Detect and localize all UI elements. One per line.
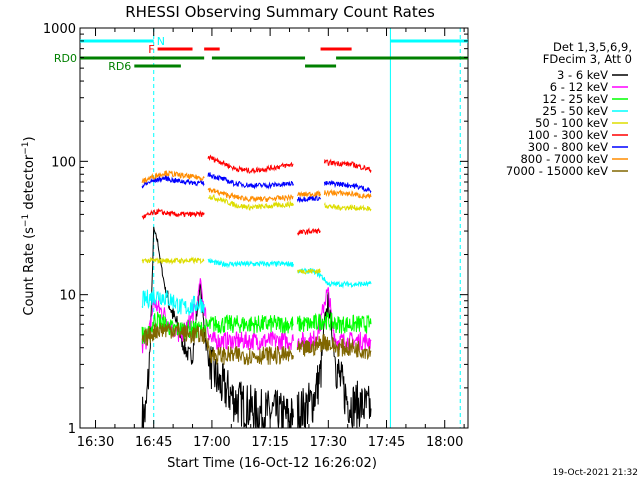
legend: Det 1,3,5,6,9,FDecim 3, Att 0 3 - 6 keV6 … xyxy=(506,40,632,178)
y-tick-label-1: 1 xyxy=(68,422,76,437)
series-6-trace-4 xyxy=(323,158,372,173)
x-tick-label-4: 17:15 xyxy=(251,435,288,450)
series-7 xyxy=(141,172,372,204)
legend-label-1: 3 - 6 keV xyxy=(557,68,608,82)
legend-label-7: 300 - 800 keV xyxy=(528,140,608,154)
chart-title: RHESSI Observing Summary Count Rates xyxy=(125,3,435,21)
series-6-trace-2 xyxy=(207,154,294,175)
series-7-trace-3 xyxy=(296,194,322,204)
series-8-trace-2 xyxy=(207,187,294,203)
series-8 xyxy=(141,170,372,203)
y-tick-label-3: 100 xyxy=(51,155,76,170)
state-label-n: N xyxy=(157,35,165,48)
series-4 xyxy=(141,257,372,316)
series-5-trace-4 xyxy=(323,201,372,212)
y-tick-label-2: 10 xyxy=(59,289,76,304)
series-9-trace-2 xyxy=(296,333,372,361)
series-5-trace-3 xyxy=(297,268,321,275)
legend-header-1: Det 1,3,5,6,9, xyxy=(553,40,632,54)
series-6-trace-1 xyxy=(141,207,205,221)
legend-header-2: FDecim 3, Att 0 xyxy=(543,52,632,66)
state-label-f: F xyxy=(148,43,154,56)
x-tick-label-2: 16:45 xyxy=(135,435,172,450)
series-4-trace-2 xyxy=(207,257,294,269)
legend-label-5: 50 - 100 keV xyxy=(535,116,608,130)
series-8-trace-3 xyxy=(296,190,322,198)
x-axis: 16:30 16:45 17:00 17:15 17:30 17:45 18:00 xyxy=(77,28,465,450)
legend-label-6: 100 - 300 keV xyxy=(528,128,608,142)
x-tick-label-3: 17:00 xyxy=(193,435,230,450)
y-axis: 1 10 100 1000 xyxy=(43,22,468,437)
series-8-trace-4 xyxy=(323,188,372,200)
y-axis-title: Count Rate (s−1 detector−1) xyxy=(21,136,37,315)
legend-label-4: 25 - 50 keV xyxy=(542,104,608,118)
x-tick-label-5: 17:30 xyxy=(310,435,347,450)
state-label-rd6: RD6 xyxy=(108,60,131,73)
x-tick-label-6: 17:45 xyxy=(368,435,405,450)
series-5-trace-1 xyxy=(141,256,205,266)
plot-area xyxy=(79,27,469,429)
legend-label-2: 6 - 12 keV xyxy=(550,80,608,94)
legend-label-9: 7000 - 15000 keV xyxy=(506,164,608,178)
series-7-trace-4 xyxy=(323,179,372,194)
series-2 xyxy=(141,278,372,354)
state-label-rd0: RD0 xyxy=(54,52,77,65)
series-7-trace-2 xyxy=(207,172,294,190)
render-timestamp: 19-Oct-2021 21:32 xyxy=(553,468,638,478)
legend-label-3: 12 - 25 keV xyxy=(542,92,608,106)
series-6-trace-3 xyxy=(297,227,321,236)
series-8-trace-1 xyxy=(141,170,205,184)
series-7-trace-1 xyxy=(141,174,205,189)
series-5 xyxy=(141,193,372,275)
legend-label-8: 800 - 7000 keV xyxy=(520,152,608,166)
x-tick-label-7: 18:00 xyxy=(426,435,463,450)
observing-state-bars: NF RD0 RD6 xyxy=(54,35,468,73)
series-4-trace-1 xyxy=(141,289,205,316)
series-5-trace-2 xyxy=(207,193,294,212)
y-tick-label-4: 1000 xyxy=(43,22,76,37)
plot-frame xyxy=(79,27,469,429)
series-1-trace-2 xyxy=(296,292,372,429)
series-6 xyxy=(141,154,372,236)
series-9 xyxy=(141,322,372,366)
series-3-trace-2 xyxy=(296,311,372,334)
x-tick-label-1: 16:30 xyxy=(77,435,114,450)
x-axis-title: Start Time (16-Oct-12 16:26:02) xyxy=(167,456,377,471)
series-9-trace-1 xyxy=(141,322,294,366)
